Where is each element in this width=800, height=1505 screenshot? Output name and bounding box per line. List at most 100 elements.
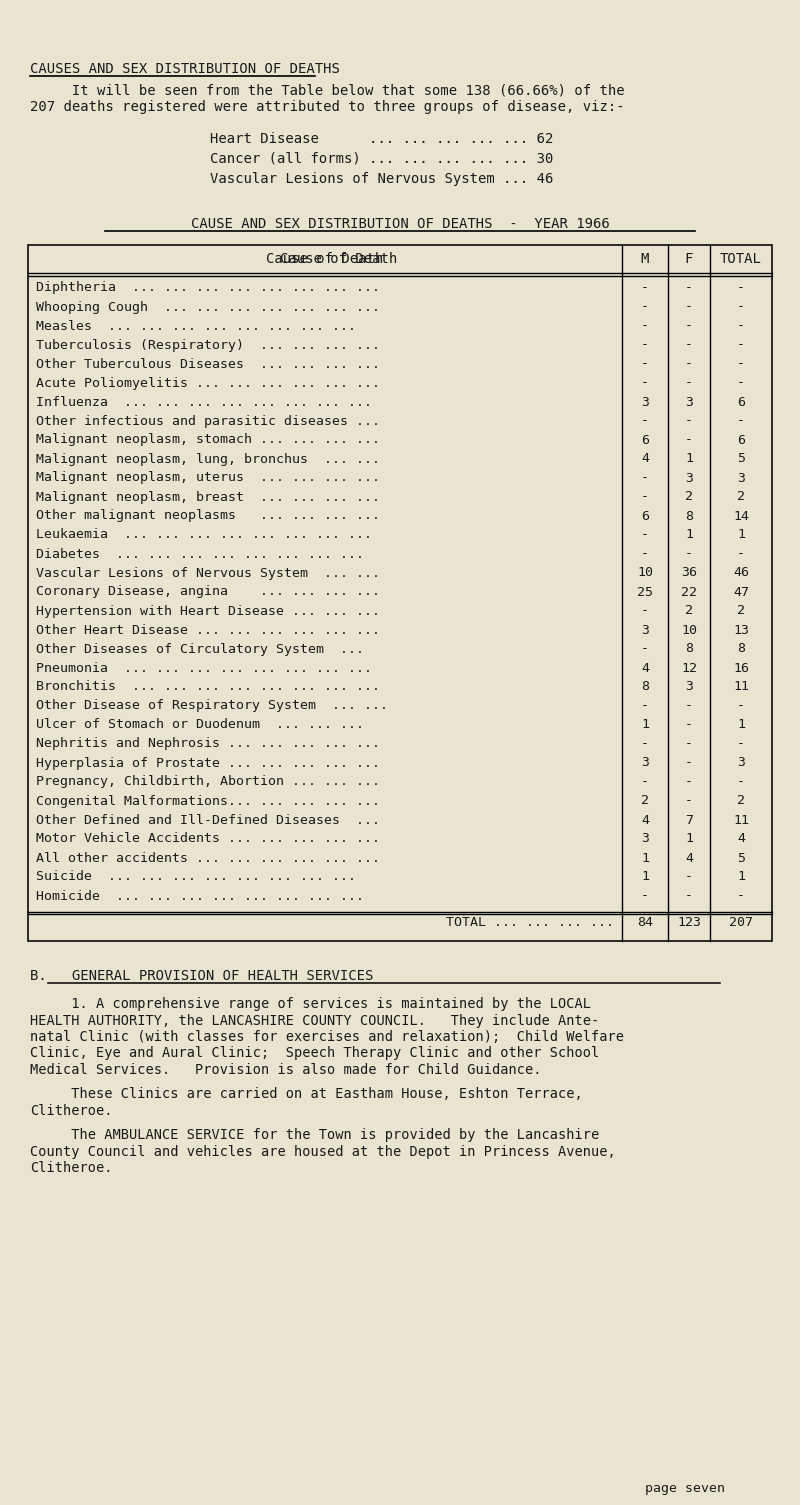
Text: -: - (685, 757, 693, 769)
Text: Cause of Death: Cause of Death (266, 251, 384, 266)
Text: 6: 6 (641, 433, 649, 447)
Text: 2: 2 (737, 491, 745, 504)
Text: Diabetes  ... ... ... ... ... ... ... ...: Diabetes ... ... ... ... ... ... ... ... (36, 548, 364, 560)
Text: Leukaemia  ... ... ... ... ... ... ... ...: Leukaemia ... ... ... ... ... ... ... ..… (36, 528, 372, 542)
Text: 1: 1 (641, 718, 649, 731)
Text: TOTAL ... ... ... ...: TOTAL ... ... ... ... (446, 917, 614, 930)
Text: HEALTH AUTHORITY, the LANCASHIRE COUNTY COUNCIL.   They include Ante-: HEALTH AUTHORITY, the LANCASHIRE COUNTY … (30, 1013, 599, 1028)
Text: Cause of Death: Cause of Death (280, 251, 398, 266)
Text: Medical Services.   Provision is also made for Child Guidance.: Medical Services. Provision is also made… (30, 1063, 542, 1078)
Text: -: - (737, 281, 745, 295)
Text: -: - (737, 339, 745, 352)
Text: -: - (685, 281, 693, 295)
Text: 5: 5 (737, 453, 745, 465)
Text: 4: 4 (641, 453, 649, 465)
Text: 12: 12 (681, 662, 697, 674)
Text: 13: 13 (733, 623, 749, 637)
Text: M: M (641, 251, 649, 266)
Text: -: - (641, 737, 649, 751)
Text: F: F (685, 251, 693, 266)
Text: Measles  ... ... ... ... ... ... ... ...: Measles ... ... ... ... ... ... ... ... (36, 319, 356, 333)
Text: 207 deaths registered were attributed to three groups of disease, viz:-: 207 deaths registered were attributed to… (30, 99, 625, 114)
Text: Bronchitis  ... ... ... ... ... ... ... ...: Bronchitis ... ... ... ... ... ... ... .… (36, 680, 380, 694)
Text: Tuberculosis (Respiratory)  ... ... ... ...: Tuberculosis (Respiratory) ... ... ... .… (36, 339, 380, 352)
Text: These Clinics are carried on at Eastham House, Eshton Terrace,: These Clinics are carried on at Eastham … (30, 1088, 582, 1102)
Text: 1: 1 (685, 528, 693, 542)
Text: Congenital Malformations... ... ... ... ...: Congenital Malformations... ... ... ... … (36, 795, 380, 808)
Text: -: - (641, 643, 649, 656)
Text: B.   GENERAL PROVISION OF HEALTH SERVICES: B. GENERAL PROVISION OF HEALTH SERVICES (30, 969, 374, 983)
Text: 4: 4 (737, 832, 745, 846)
Text: 5: 5 (737, 852, 745, 864)
Text: 1: 1 (737, 528, 745, 542)
Text: Vascular Lesions of Nervous System ... 46: Vascular Lesions of Nervous System ... 4… (210, 172, 554, 187)
Text: 1: 1 (685, 832, 693, 846)
Text: 123: 123 (677, 917, 701, 930)
Text: -: - (737, 548, 745, 560)
Text: Clitheroe.: Clitheroe. (30, 1162, 113, 1175)
Text: 2: 2 (737, 795, 745, 808)
Text: Other Heart Disease ... ... ... ... ... ...: Other Heart Disease ... ... ... ... ... … (36, 623, 380, 637)
Text: -: - (641, 414, 649, 427)
Text: -: - (737, 889, 745, 903)
Text: Pneumonia  ... ... ... ... ... ... ... ...: Pneumonia ... ... ... ... ... ... ... ..… (36, 662, 372, 674)
Text: -: - (685, 339, 693, 352)
Text: 8: 8 (685, 643, 693, 656)
Text: 84: 84 (637, 917, 653, 930)
Text: 3: 3 (737, 757, 745, 769)
Text: Influenza  ... ... ... ... ... ... ... ...: Influenza ... ... ... ... ... ... ... ..… (36, 396, 372, 408)
Text: -: - (685, 795, 693, 808)
Text: 6: 6 (737, 396, 745, 408)
Text: -: - (641, 376, 649, 390)
Text: 25: 25 (637, 585, 653, 599)
Text: It will be seen from the Table below that some 138 (66.66%) of the: It will be seen from the Table below tha… (30, 84, 625, 98)
Text: -: - (641, 700, 649, 712)
Text: 11: 11 (733, 814, 749, 826)
Text: Clitheroe.: Clitheroe. (30, 1105, 113, 1118)
Text: Motor Vehicle Accidents ... ... ... ... ...: Motor Vehicle Accidents ... ... ... ... … (36, 832, 380, 846)
Text: CAUSES AND SEX DISTRIBUTION OF DEATHS: CAUSES AND SEX DISTRIBUTION OF DEATHS (30, 62, 340, 75)
Text: -: - (641, 605, 649, 617)
Text: natal Clinic (with classes for exercises and relaxation);  Child Welfare: natal Clinic (with classes for exercises… (30, 1029, 624, 1044)
Text: page seven: page seven (645, 1482, 725, 1494)
Text: 8: 8 (685, 510, 693, 522)
Text: 1: 1 (685, 453, 693, 465)
Text: -: - (685, 718, 693, 731)
Text: 8: 8 (737, 643, 745, 656)
Text: 207: 207 (729, 917, 753, 930)
Text: 3: 3 (641, 757, 649, 769)
Text: -: - (685, 700, 693, 712)
Text: 16: 16 (733, 662, 749, 674)
Text: 36: 36 (681, 566, 697, 579)
Text: -: - (685, 301, 693, 313)
Text: -: - (641, 491, 649, 504)
Text: Other infectious and parasitic diseases ...: Other infectious and parasitic diseases … (36, 414, 380, 427)
Text: Hyperplasia of Prostate ... ... ... ... ...: Hyperplasia of Prostate ... ... ... ... … (36, 757, 380, 769)
Text: CAUSE AND SEX DISTRIBUTION OF DEATHS  -  YEAR 1966: CAUSE AND SEX DISTRIBUTION OF DEATHS - Y… (190, 217, 610, 230)
Text: Cancer (all forms) ... ... ... ... ... 30: Cancer (all forms) ... ... ... ... ... 3… (210, 152, 554, 166)
Text: 2: 2 (685, 605, 693, 617)
Text: -: - (685, 870, 693, 883)
Text: -: - (641, 471, 649, 485)
Text: -: - (641, 301, 649, 313)
Text: Whooping Cough  ... ... ... ... ... ... ...: Whooping Cough ... ... ... ... ... ... .… (36, 301, 380, 313)
Text: Other Diseases of Circulatory System  ...: Other Diseases of Circulatory System ... (36, 643, 364, 656)
Text: 14: 14 (733, 510, 749, 522)
Text: 1: 1 (641, 852, 649, 864)
Text: 8: 8 (641, 680, 649, 694)
Text: -: - (685, 358, 693, 370)
Text: -: - (641, 358, 649, 370)
Text: TOTAL: TOTAL (720, 251, 762, 266)
Text: 7: 7 (685, 814, 693, 826)
Text: County Council and vehicles are housed at the Depot in Princess Avenue,: County Council and vehicles are housed a… (30, 1145, 616, 1159)
Text: Suicide  ... ... ... ... ... ... ... ...: Suicide ... ... ... ... ... ... ... ... (36, 870, 356, 883)
Text: -: - (737, 319, 745, 333)
Text: 3: 3 (641, 623, 649, 637)
Text: Hypertension with Heart Disease ... ... ...: Hypertension with Heart Disease ... ... … (36, 605, 380, 617)
Text: -: - (737, 376, 745, 390)
Text: 3: 3 (737, 471, 745, 485)
Text: 4: 4 (641, 662, 649, 674)
Text: Nephritis and Nephrosis ... ... ... ... ...: Nephritis and Nephrosis ... ... ... ... … (36, 737, 380, 751)
Text: 1: 1 (737, 718, 745, 731)
Text: Other Defined and Ill-Defined Diseases  ...: Other Defined and Ill-Defined Diseases .… (36, 814, 380, 826)
